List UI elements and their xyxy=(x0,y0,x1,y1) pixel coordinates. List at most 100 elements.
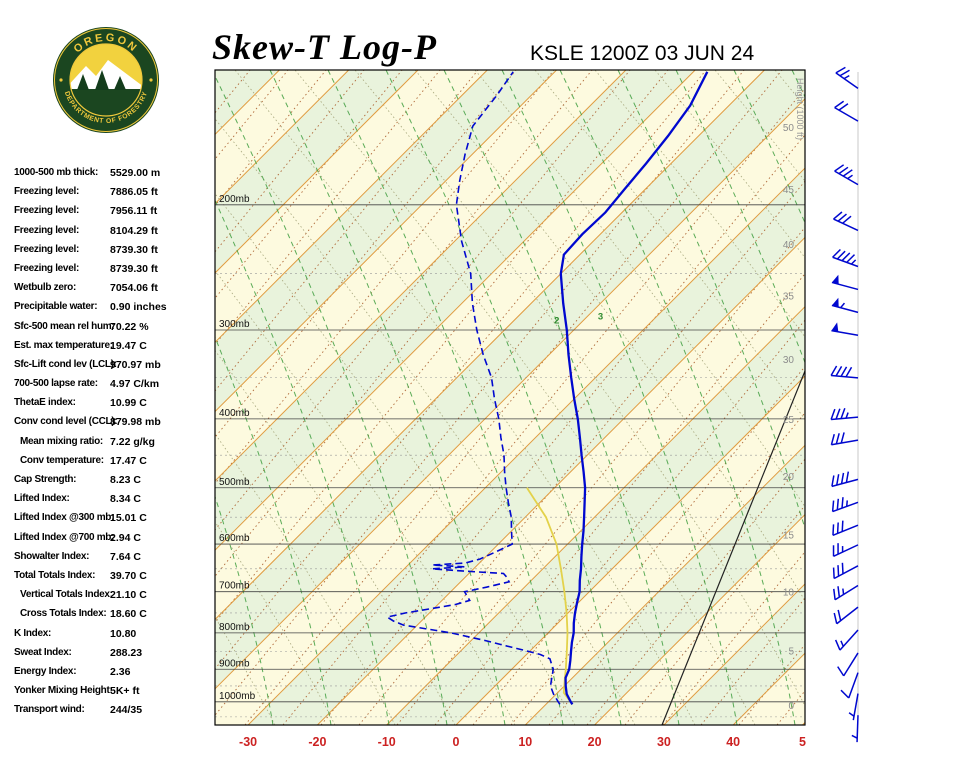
stat-value: 288.23 xyxy=(110,646,143,659)
stat-row: Mean mixing ratio: 7.22 g/kg xyxy=(14,436,219,455)
stat-value: 7054.06 ft xyxy=(110,282,158,295)
stat-value: 4.97 C/km xyxy=(110,378,160,391)
svg-text:400mb: 400mb xyxy=(219,408,250,419)
stat-row: Lifted Index: 8.34 C xyxy=(14,493,219,512)
stat-value: 15.01 C xyxy=(110,512,147,525)
stat-value: 39.70 C xyxy=(110,569,147,582)
svg-text:20: 20 xyxy=(588,735,602,749)
stat-row: Vertical Totals Index: 21.10 C xyxy=(14,589,219,608)
svg-text:10: 10 xyxy=(783,588,795,599)
stat-label: ThetaE index: xyxy=(14,397,76,409)
stat-value: 21.10 C xyxy=(110,589,147,602)
stat-label: Wetbulb zero: xyxy=(14,282,77,294)
stat-value: 7.22 g/kg xyxy=(110,435,155,448)
stat-value: 8.34 C xyxy=(110,493,141,506)
stat-row: Lifted Index @700 mb: 2.94 C xyxy=(14,532,219,551)
stat-row: Sweat Index: 288.23 xyxy=(14,647,219,666)
wind-barb xyxy=(831,274,859,291)
stat-row: Wetbulb zero: 7054.06 ft xyxy=(14,282,219,301)
wind-barb xyxy=(832,562,859,580)
dewpoint-profile xyxy=(385,71,561,705)
chart-border xyxy=(214,69,806,726)
wind-barb xyxy=(833,584,859,601)
stat-label: Sfc-500 mean rel hum: xyxy=(14,320,115,332)
svg-text:25: 25 xyxy=(783,415,795,426)
svg-text:5: 5 xyxy=(799,735,806,749)
stat-row: Precipitable water: 0.90 inches xyxy=(14,301,219,320)
stat-label: Cross Totals Index: xyxy=(20,608,107,620)
wind-barb-column xyxy=(830,66,859,743)
stat-value: 10.99 C xyxy=(110,397,147,410)
stat-row: Cap Strength: 8.23 C xyxy=(14,474,219,493)
stat-value: 2.94 C xyxy=(110,531,141,544)
stat-row: Yonker Mixing Height: 5K+ ft xyxy=(14,685,219,704)
stat-row: Sfc-500 mean rel hum: 70.22 % xyxy=(14,321,219,340)
svg-text:500mb: 500mb xyxy=(219,477,250,488)
stat-row: Total Totals Index: 39.70 C xyxy=(14,570,219,589)
stat-row: Freezing level: 8104.29 ft xyxy=(14,225,219,244)
stat-value: 0.90 inches xyxy=(110,301,167,314)
svg-text:30: 30 xyxy=(783,355,795,366)
stat-row: Est. max temperature: 19.47 C xyxy=(14,340,219,359)
svg-text:-20: -20 xyxy=(308,735,326,749)
stat-value: 970.97 mb xyxy=(110,358,161,371)
stat-row: Freezing level: 7956.11 ft xyxy=(14,205,219,224)
stat-value: 7956.11 ft xyxy=(110,205,158,218)
stats-panel: 1000-500 mb thick: 5529.00 m Freezing leve… xyxy=(14,167,219,723)
page-title: Skew-T Log-P xyxy=(212,27,437,67)
wind-barb xyxy=(835,66,859,89)
aux-reference-line xyxy=(661,369,805,725)
wind-barb xyxy=(840,672,859,699)
parcel-profile xyxy=(526,487,574,705)
stat-value: 70.22 % xyxy=(110,320,149,333)
svg-text:1000mb: 1000mb xyxy=(219,691,256,702)
stat-label: Freezing level: xyxy=(14,262,79,274)
wind-barb xyxy=(834,100,859,122)
wind-barb xyxy=(832,543,859,557)
logo-dot xyxy=(59,78,63,82)
wind-barb xyxy=(831,471,859,488)
logo-tree-icon xyxy=(95,70,109,90)
svg-text:15: 15 xyxy=(783,531,795,542)
svg-text:Height (1000 ft): Height (1000 ft) xyxy=(795,78,805,140)
station-time-label: KSLE 1200Z 03 JUN 24 xyxy=(530,42,755,65)
wind-barb xyxy=(848,693,859,721)
stat-value: 2.36 xyxy=(110,665,131,678)
stat-row: Showalter Index: 7.64 C xyxy=(14,551,219,570)
wind-barb xyxy=(831,497,859,513)
stat-row: ThetaE index: 10.99 C xyxy=(14,397,219,416)
stat-label: Lifted Index @300 mb: xyxy=(14,512,115,524)
svg-text:3: 3 xyxy=(598,311,603,322)
stat-label: 1000-500 mb thick: xyxy=(14,167,99,178)
moist-adiabats xyxy=(215,70,805,725)
stat-label: Vertical Totals Index: xyxy=(20,589,113,601)
wind-barb xyxy=(832,248,859,268)
stat-value: 5529.00 m xyxy=(110,167,161,179)
stat-value: 17.47 C xyxy=(110,454,147,467)
stat-row: Conv cond level (CCL): 879.98 mb xyxy=(14,416,219,435)
svg-text:200mb: 200mb xyxy=(219,194,250,205)
svg-text:-10: -10 xyxy=(378,735,396,749)
stat-value: 8739.30 ft xyxy=(110,262,158,275)
temperature-profile xyxy=(559,71,709,705)
stat-label: Energy Index: xyxy=(14,665,77,677)
stat-label: Lifted Index @700 mb: xyxy=(14,531,115,543)
wind-barb xyxy=(832,520,859,537)
stat-label: Lifted Index: xyxy=(14,493,70,505)
stat-label: K Index: xyxy=(14,627,52,639)
wind-barb xyxy=(831,297,859,314)
stat-value: 8.23 C xyxy=(110,474,141,486)
stat-value: 8104.29 ft xyxy=(110,224,158,237)
wind-barb xyxy=(831,322,859,337)
stat-row: Lifted Index @300 mb: 15.01 C xyxy=(14,512,219,531)
svg-text:50: 50 xyxy=(783,123,795,134)
stat-label: Est. max temperature: xyxy=(14,339,113,351)
svg-text:40: 40 xyxy=(783,240,795,251)
stat-label: Freezing level: xyxy=(14,243,79,255)
svg-text:2: 2 xyxy=(554,316,559,327)
svg-text:0: 0 xyxy=(788,701,794,712)
stat-label: Yonker Mixing Height: xyxy=(14,685,113,697)
stat-label: Conv temperature: xyxy=(20,454,104,466)
stat-row: Sfc-Lift cond lev (LCL): 970.97 mb xyxy=(14,359,219,378)
